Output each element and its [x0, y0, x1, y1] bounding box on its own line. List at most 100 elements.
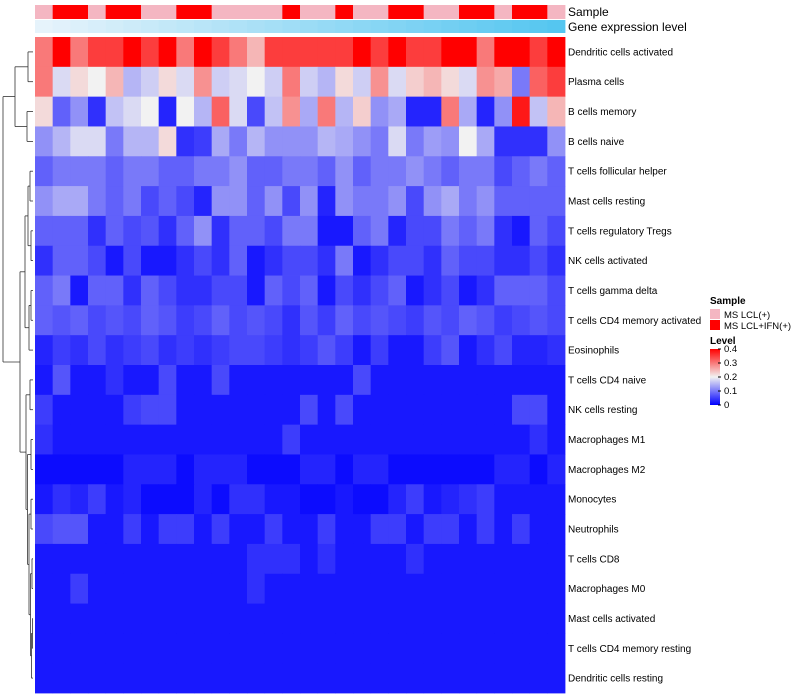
heatmap-cell: [70, 633, 89, 664]
row-label: Macrophages M0: [568, 584, 646, 595]
heatmap-cell: [459, 245, 478, 276]
heatmap-cell: [35, 126, 54, 157]
heatmap-cell: [423, 335, 442, 366]
heatmap-cell: [406, 603, 425, 634]
heatmap-cell: [529, 484, 548, 515]
heatmap-cell: [476, 454, 495, 485]
heatmap-cell: [406, 305, 425, 336]
heatmap-cell: [211, 603, 230, 634]
gene-expression-annotation-cell: [512, 20, 531, 33]
heatmap-cell: [105, 305, 124, 336]
heatmap-cell: [494, 37, 513, 68]
heatmap-cell: [282, 365, 301, 396]
heatmap-cell: [247, 156, 266, 187]
heatmap-cell: [123, 663, 142, 694]
heatmap-cell: [388, 603, 407, 634]
row-label: NK cells activated: [568, 256, 647, 267]
gene-expression-annotation-cell: [88, 20, 107, 33]
heatmap-cell: [512, 126, 531, 157]
heatmap-cell: [123, 633, 142, 664]
heatmap-cell: [494, 96, 513, 127]
heatmap-cell: [300, 663, 319, 694]
heatmap-cell: [247, 603, 266, 634]
heatmap-cell: [176, 454, 195, 485]
heatmap-cell: [52, 514, 71, 545]
heatmap-cell: [317, 305, 336, 336]
heatmap-cell: [35, 245, 54, 276]
heatmap-cell: [459, 66, 478, 98]
heatmap-cell: [459, 96, 478, 127]
heatmap-cell: [264, 365, 283, 396]
heatmap-cell: [88, 126, 107, 157]
heatmap-cell: [264, 424, 283, 455]
heatmap-cell: [353, 66, 372, 98]
heatmap-cell: [353, 215, 372, 247]
heatmap-cell: [370, 663, 389, 694]
heatmap-cell: [35, 186, 54, 217]
heatmap-cell: [370, 484, 389, 515]
heatmap-cell: [123, 394, 142, 426]
row-label: Monocytes: [568, 495, 616, 506]
heatmap-cell: [88, 484, 107, 515]
heatmap-cell: [105, 424, 124, 455]
row-label: T cells CD8: [568, 554, 620, 565]
heatmap-cell: [441, 305, 460, 336]
heatmap-cell: [335, 186, 354, 217]
heatmap-cell: [512, 573, 531, 604]
row-label: T cells gamma delta: [568, 286, 658, 297]
heatmap-cell: [370, 186, 389, 217]
heatmap-cell: [282, 603, 301, 634]
heatmap-cell: [441, 96, 460, 127]
level-legend-ticks: 0.4 0.3 0.2 0.1 0: [718, 344, 737, 411]
heatmap-cell: [229, 424, 248, 455]
heatmap-cell: [353, 275, 372, 306]
heatmap-cell: [123, 305, 142, 336]
heatmap-cell: [459, 37, 478, 68]
heatmap-cell: [229, 37, 248, 68]
heatmap-cell: [547, 543, 566, 575]
sample-annotation-cell: [194, 5, 213, 19]
heatmap-cell: [476, 335, 495, 366]
heatmap-cell: [476, 215, 495, 247]
sample-annotation-cell: [317, 5, 336, 19]
gene-expression-annotation-cell: [459, 20, 478, 33]
sample-annotation-cell: [35, 5, 54, 19]
heatmap-cell: [317, 215, 336, 247]
heatmap-cell: [335, 663, 354, 694]
heatmap-cell: [529, 394, 548, 426]
heatmap-cell: [123, 126, 142, 157]
heatmap-cell: [141, 275, 160, 306]
heatmap-cell: [52, 633, 71, 664]
row-label: T cells regulatory Tregs: [568, 226, 672, 237]
heatmap-cell: [141, 454, 160, 485]
heatmap-cell: [70, 335, 89, 366]
heatmap-cell: [229, 633, 248, 664]
heatmap-cell: [459, 335, 478, 366]
heatmap-cell: [264, 37, 283, 68]
heatmap-cell: [88, 156, 107, 187]
row-label: Dendritic cells resting: [568, 674, 663, 685]
heatmap-cell: [35, 305, 54, 336]
heatmap-cell: [476, 126, 495, 157]
heatmap-cell: [247, 126, 266, 157]
heatmap-cell: [211, 215, 230, 247]
heatmap-cell: [35, 663, 54, 694]
heatmap-cell: [476, 394, 495, 426]
heatmap-cell: [52, 663, 71, 694]
heatmap-cell: [353, 633, 372, 664]
sample-annotation-cell: [229, 5, 248, 19]
heatmap-cell: [300, 484, 319, 515]
heatmap-cell: [335, 543, 354, 575]
heatmap-cell: [158, 66, 177, 98]
heatmap-cell: [547, 633, 566, 664]
heatmap-cell: [494, 514, 513, 545]
heatmap-cell: [52, 394, 71, 426]
heatmap-cell: [300, 394, 319, 426]
heatmap-cell: [35, 215, 54, 247]
heatmap-cell: [370, 573, 389, 604]
heatmap-cell: [35, 394, 54, 426]
heatmap-cell: [512, 215, 531, 247]
heatmap-cell: [176, 245, 195, 276]
heatmap-cell: [52, 305, 71, 336]
heatmap-cell: [158, 514, 177, 545]
